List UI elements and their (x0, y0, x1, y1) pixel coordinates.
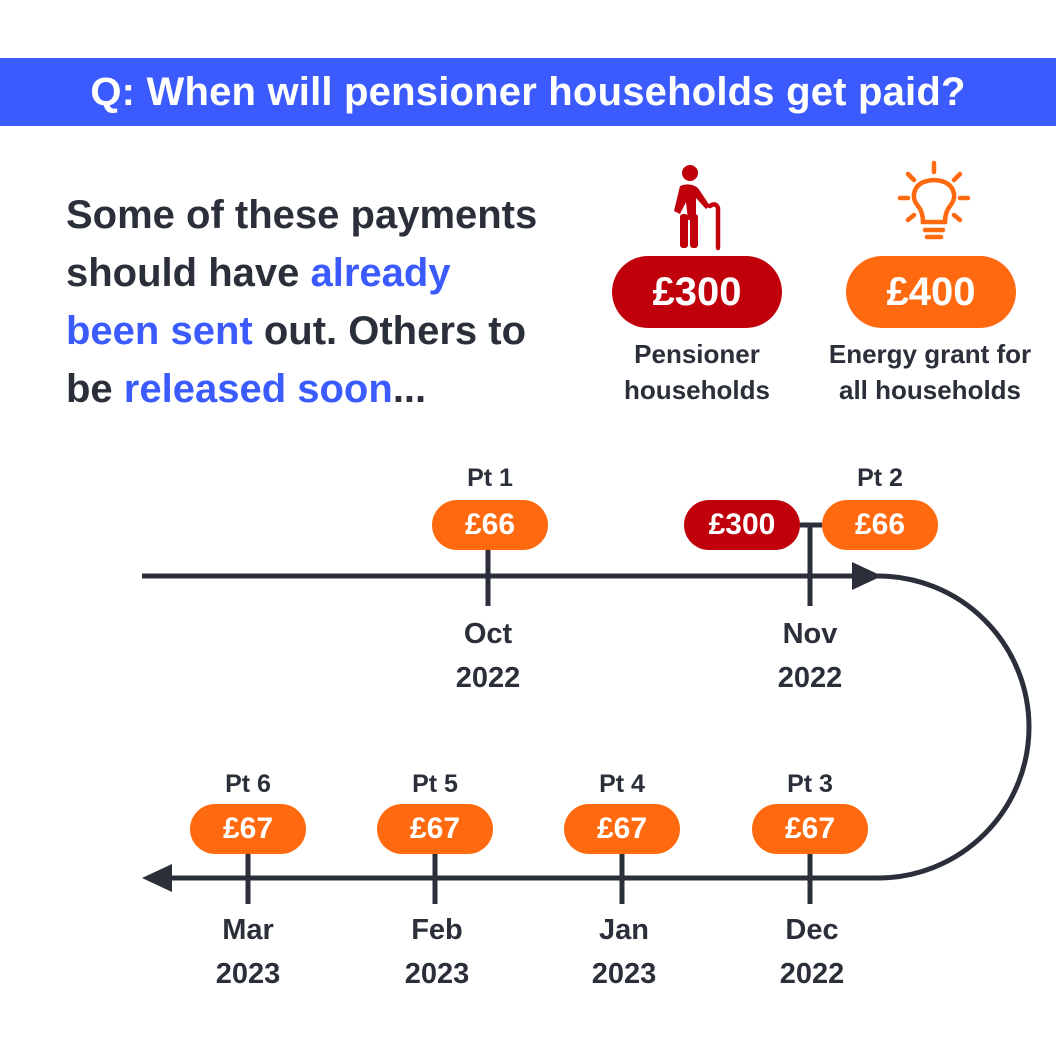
energy-amount-badge: £400 (846, 256, 1016, 328)
pt-1-amount-badge: £66 (432, 500, 548, 550)
pt-4-amount-badge: £67 (564, 804, 680, 854)
oct-year: 2022 (455, 662, 521, 694)
pensioner-amount-badge: £300 (612, 256, 782, 328)
intro-ellipsis: ... (392, 367, 427, 411)
nov-month: Nov (782, 618, 838, 650)
elderly-person-icon (666, 162, 726, 252)
pt-2-amount-badge: £66 (822, 500, 938, 550)
mar-2023-label: Mar 2023 (188, 908, 308, 996)
energy-caption-line-1: Energy grant for (828, 339, 1032, 369)
jan-month: Jan (599, 914, 649, 946)
feb-month: Feb (411, 914, 463, 946)
nov-year: 2022 (777, 662, 843, 694)
pt-1-label: Pt 1 (467, 464, 513, 492)
mar-month: Mar (222, 914, 274, 946)
jan-2023-label: Jan 2023 (564, 908, 684, 996)
top-arrow-head (852, 562, 882, 590)
dec-month: Dec (785, 914, 839, 946)
pt-3-amount-badge: £67 (752, 804, 868, 854)
feb-year: 2023 (404, 958, 470, 990)
pt-3-label: Pt 3 (787, 770, 833, 798)
page-title: Q: When will pensioner households get pa… (90, 69, 966, 114)
pt-4-label: Pt 4 (599, 770, 645, 798)
energy-caption: Energy grant for all households (810, 336, 1050, 408)
mar-year: 2023 (215, 958, 281, 990)
oct-month: Oct (463, 618, 513, 650)
energy-caption-line-2: all households (838, 375, 1022, 405)
pt-5-label: Pt 5 (412, 770, 458, 798)
intro-line-4: be released soon... (66, 360, 586, 418)
intro-line-2: should have already (66, 244, 586, 302)
pensioner-caption-line-2: households (624, 375, 770, 405)
lightbulb-icon (896, 160, 972, 246)
header-banner: Q: When will pensioner households get pa… (0, 58, 1056, 126)
pt-5-amount-badge: £67 (377, 804, 493, 854)
pensioner-caption: Pensioner households (597, 336, 797, 408)
bottom-arrow-head (142, 864, 172, 892)
intro-text: Some of these payments should have alrea… (66, 186, 586, 418)
intro-highlight-released: released soon (123, 367, 393, 411)
intro-line-1: Some of these payments (66, 186, 586, 244)
pensioner-caption-line-1: Pensioner (634, 339, 760, 369)
feb-2023-label: Feb 2023 (377, 908, 497, 996)
pt-6-label: Pt 6 (225, 770, 271, 798)
pt-6-amount-badge: £67 (190, 804, 306, 854)
pt-2-label: Pt 2 (857, 464, 903, 492)
nov-2022-label: Nov 2022 (750, 612, 870, 700)
pt-2-pensioner-badge: £300 (684, 500, 800, 550)
intro-line-4-text: be (66, 367, 124, 411)
dec-2022-label: Dec 2022 (752, 908, 872, 996)
timeline-curve (166, 573, 1032, 881)
dec-year: 2022 (779, 958, 845, 990)
intro-line-2-text: should have (66, 251, 311, 295)
intro-line-3-text: out. Others to (252, 309, 527, 353)
jan-year: 2023 (591, 958, 657, 990)
intro-line-1-text: Some of these payments (66, 193, 538, 237)
intro-highlight-already: already (310, 251, 451, 295)
intro-highlight-sent: been sent (66, 309, 253, 353)
oct-2022-label: Oct 2022 (428, 612, 548, 700)
intro-line-3: been sent out. Others to (66, 302, 586, 360)
